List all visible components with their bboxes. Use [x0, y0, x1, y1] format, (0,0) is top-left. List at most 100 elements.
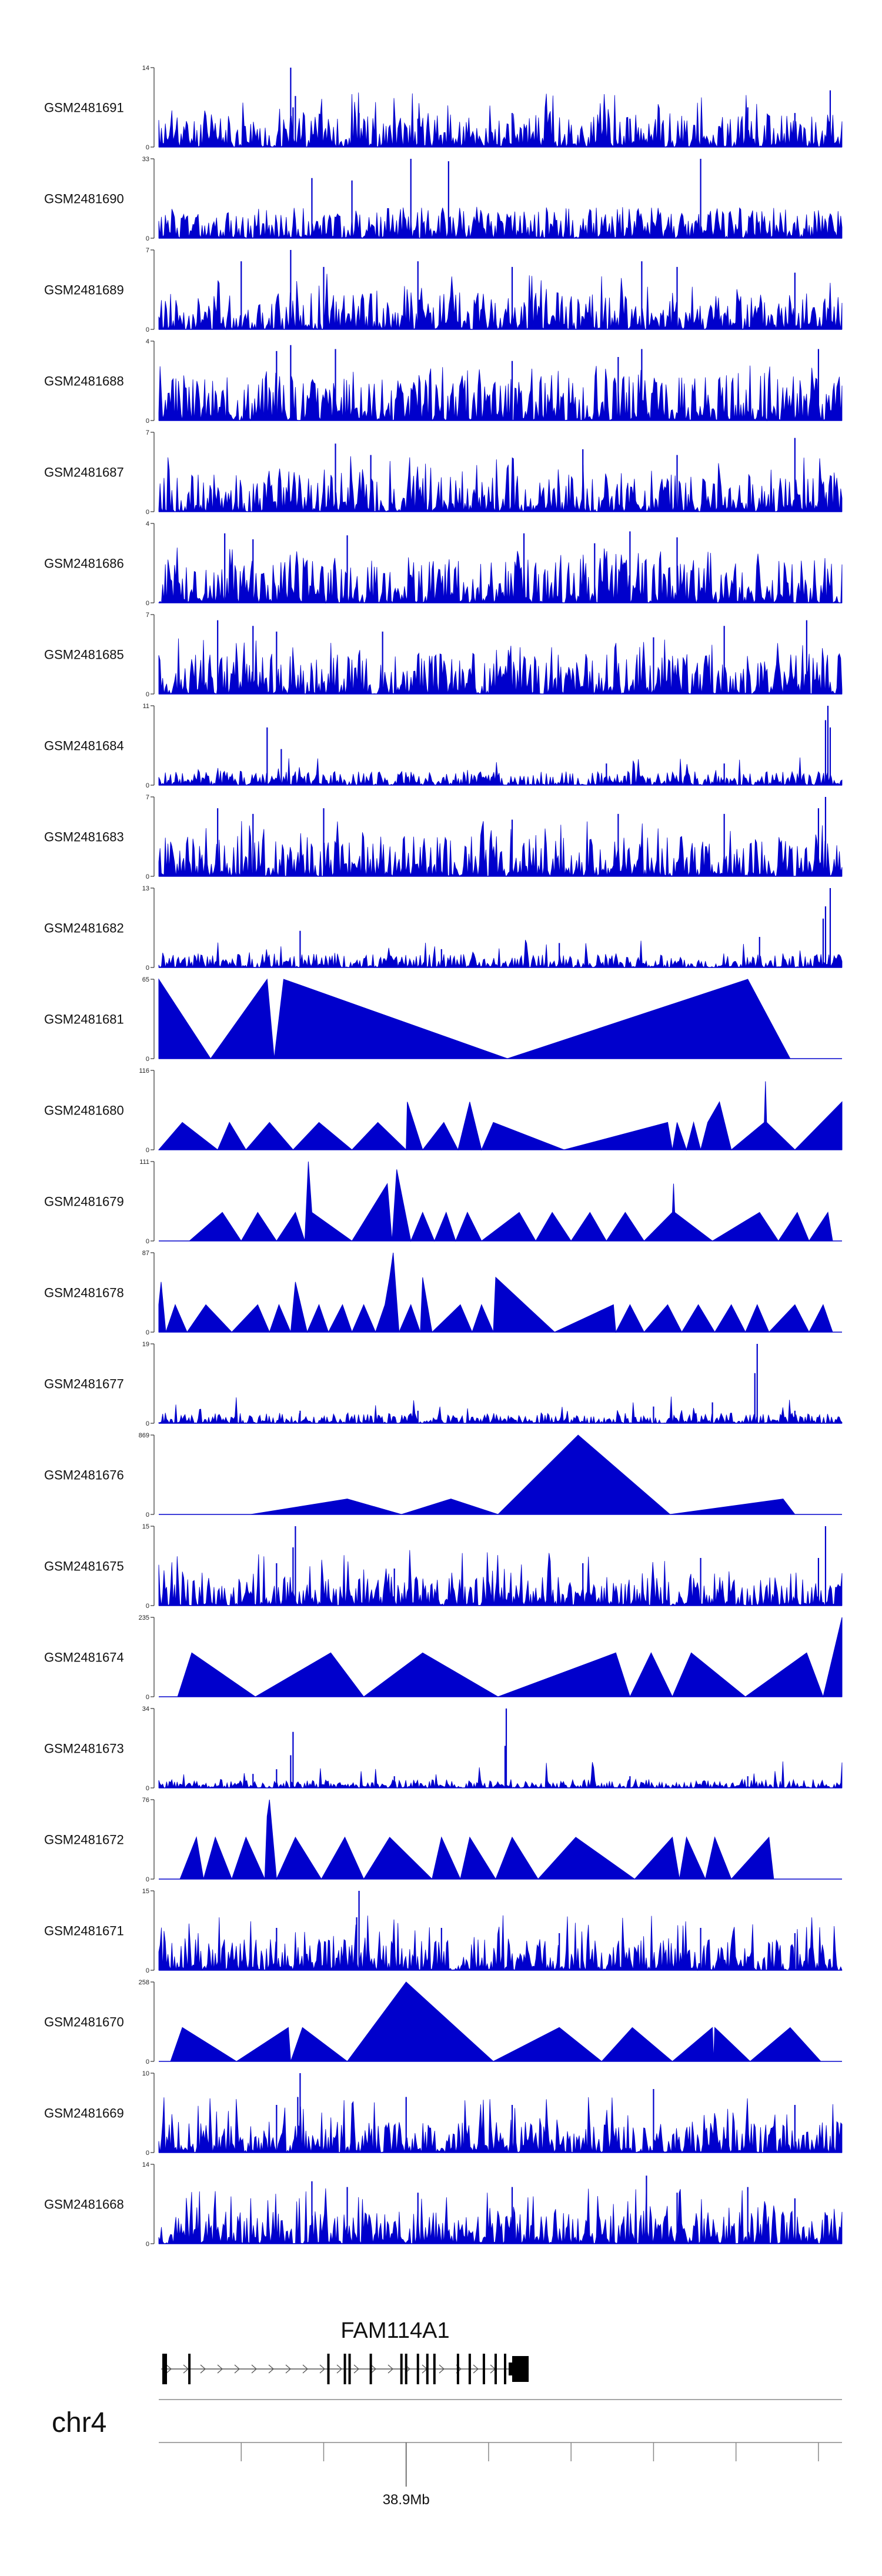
ymax-label: 15	[142, 1888, 149, 1895]
track-GSM2481675: GSM2481675 15 0	[44, 1523, 843, 1610]
track-GSM2481672: GSM2481672 76 0	[44, 1797, 842, 1883]
coverage-area	[158, 273, 843, 331]
gene-exon	[504, 2354, 507, 2384]
strand-arrow	[319, 2364, 325, 2374]
track-label: GSM2481673	[44, 1741, 124, 1756]
gene-utr	[509, 2363, 514, 2375]
coverage-tracks: GSM2481691140GSM2481690330GSM248168970GS…	[44, 65, 843, 2248]
ymax-label: 14	[142, 65, 149, 72]
axis-tick-label: 38.9Mb	[383, 2492, 430, 2508]
ymax-label: 7	[146, 247, 149, 254]
track-label: GSM2481690	[44, 192, 124, 206]
coverage-area	[158, 940, 843, 969]
ymax-label: 258	[139, 1979, 149, 1986]
coverage-area	[177, 1617, 843, 1698]
strand-arrow	[387, 2364, 393, 2374]
coverage-area	[158, 1252, 833, 1333]
gene-exon	[416, 2354, 419, 2384]
track-GSM2481671: GSM2481671 15 0	[44, 1888, 843, 1974]
ymax-label: 14	[142, 2161, 149, 2168]
gene-exon	[400, 2354, 403, 2384]
ymax-label: 13	[142, 885, 149, 892]
gene-exon	[482, 2354, 485, 2384]
ymax-label: 87	[142, 1250, 149, 1257]
coverage-area	[158, 757, 843, 786]
coverage-area	[158, 2097, 843, 2154]
track-GSM2481676: GSM2481676 869 0	[44, 1432, 842, 1519]
strand-arrow	[370, 2364, 376, 2374]
chromosome-label: chr4	[52, 2407, 106, 2438]
ymin-label: 0	[146, 1876, 149, 1883]
track-GSM2481691: GSM2481691 14 0	[44, 65, 843, 151]
gene-exon	[433, 2354, 436, 2384]
coverage-area	[158, 978, 791, 1059]
track-GSM2481680: GSM2481680 116 0	[44, 1067, 843, 1154]
track-label: GSM2481680	[44, 1103, 124, 1118]
ymax-label: 869	[139, 1432, 149, 1439]
gene-exon	[369, 2354, 372, 2384]
ymin-label: 0	[146, 873, 149, 880]
track-label: GSM2481681	[44, 1012, 124, 1027]
track-GSM2481668: GSM2481668 14 0	[44, 2161, 843, 2248]
strand-arrow	[439, 2364, 445, 2374]
track-label: GSM2481676	[44, 1468, 124, 1483]
gene-label: FAM114A1	[340, 2318, 449, 2343]
gene-exon	[405, 2354, 407, 2384]
gene-exon	[426, 2354, 429, 2384]
strand-arrow	[217, 2364, 223, 2374]
ymin-label: 0	[146, 2241, 149, 2248]
ymax-label: 19	[142, 1341, 149, 1348]
ymin-label: 0	[146, 691, 149, 698]
coverage-area	[158, 365, 843, 422]
track-label: GSM2481670	[44, 2015, 124, 2030]
track-GSM2481670: GSM2481670 258 0	[44, 1979, 842, 2066]
ymax-label: 34	[142, 1706, 149, 1713]
strand-arrow	[302, 2364, 308, 2374]
coverage-area	[158, 1915, 843, 1971]
track-GSM2481669: GSM2481669 10 0	[44, 2070, 843, 2157]
track-label: GSM2481689	[44, 283, 124, 298]
coverage-area	[179, 1799, 774, 1880]
ymin-label: 0	[146, 235, 149, 242]
ymin-label: 0	[146, 1329, 149, 1336]
ymin-label: 0	[146, 2058, 149, 2066]
strand-arrow	[166, 2364, 172, 2374]
ymax-label: 111	[139, 1159, 149, 1166]
gene-track: FAM114A1	[161, 2318, 529, 2384]
track-label: GSM2481685	[44, 648, 124, 662]
strand-arrow	[200, 2364, 206, 2374]
track-label: GSM2481684	[44, 739, 124, 753]
ymin-label: 0	[146, 1420, 149, 1427]
track-GSM2481678: GSM2481678 87 0	[44, 1250, 842, 1336]
track-GSM2481688: GSM2481688 4 0	[44, 338, 843, 425]
track-label: GSM2481675	[44, 1559, 124, 1574]
ymin-label: 0	[146, 1603, 149, 1610]
ymin-label: 0	[146, 144, 149, 151]
track-label: GSM2481686	[44, 556, 124, 571]
coverage-area	[158, 2188, 843, 2245]
track-GSM2481684: GSM2481684 11 0	[44, 703, 843, 789]
ymin-label: 0	[146, 782, 149, 789]
ymax-label: 7	[146, 794, 149, 801]
gene-exon	[327, 2354, 330, 2384]
ymax-label: 76	[142, 1797, 149, 1804]
track-label: GSM2481668	[44, 2197, 124, 2212]
genome-axis: chr4 38.9Mb	[52, 2399, 842, 2508]
ymax-label: 7	[146, 612, 149, 619]
track-label: GSM2481683	[44, 830, 124, 845]
track-GSM2481681: GSM2481681 65 0	[44, 976, 842, 1063]
coverage-area	[158, 638, 843, 695]
gene-exon	[494, 2354, 497, 2384]
coverage-area	[250, 1434, 796, 1515]
gene-exon	[468, 2354, 471, 2384]
gene-last-exon	[512, 2356, 529, 2382]
coverage-area	[158, 821, 843, 877]
ymin-label: 0	[146, 1967, 149, 1974]
ymax-label: 235	[139, 1614, 149, 1621]
ymin-label: 0	[146, 2150, 149, 2157]
coverage-area	[158, 1761, 843, 1789]
strand-arrow	[336, 2364, 342, 2374]
track-label: GSM2481679	[44, 1194, 124, 1209]
coverage-area	[158, 456, 843, 513]
